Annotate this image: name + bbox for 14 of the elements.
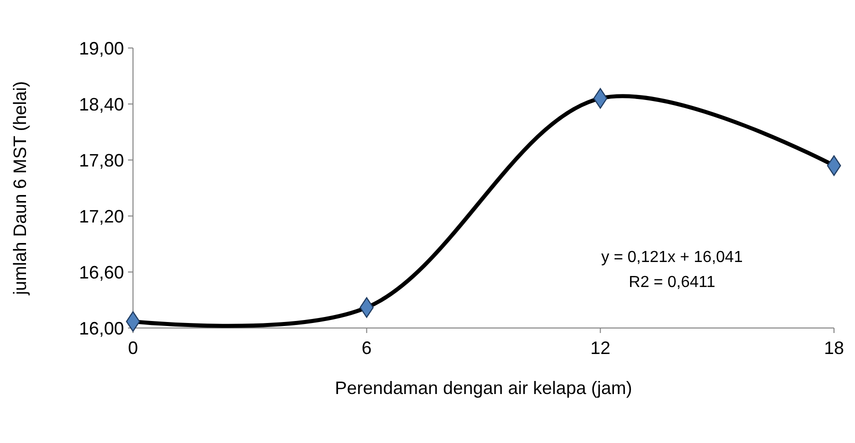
annotation: y = 0,121x + 16,041	[601, 249, 743, 266]
x-tick-label: 12	[590, 338, 610, 358]
y-tick-label: 16,00	[78, 318, 124, 338]
annotation: R2 = 0,6411	[628, 274, 716, 291]
x-tick-label: 6	[362, 338, 372, 358]
x-tick-label: 18	[824, 338, 844, 358]
y-tick-label: 19,00	[78, 38, 124, 58]
y-tick-label: 17,20	[78, 206, 124, 226]
y-tick-label: 18,40	[78, 94, 124, 114]
x-axis-title: Perendaman dengan air kelapa (jam)	[334, 378, 632, 398]
y-tick-label: 17,80	[78, 150, 124, 170]
y-tick-label: 16,60	[78, 262, 124, 282]
y-axis-title: jumlah Daun 6 MST (helai)	[10, 81, 30, 296]
x-tick-label: 0	[128, 338, 138, 358]
